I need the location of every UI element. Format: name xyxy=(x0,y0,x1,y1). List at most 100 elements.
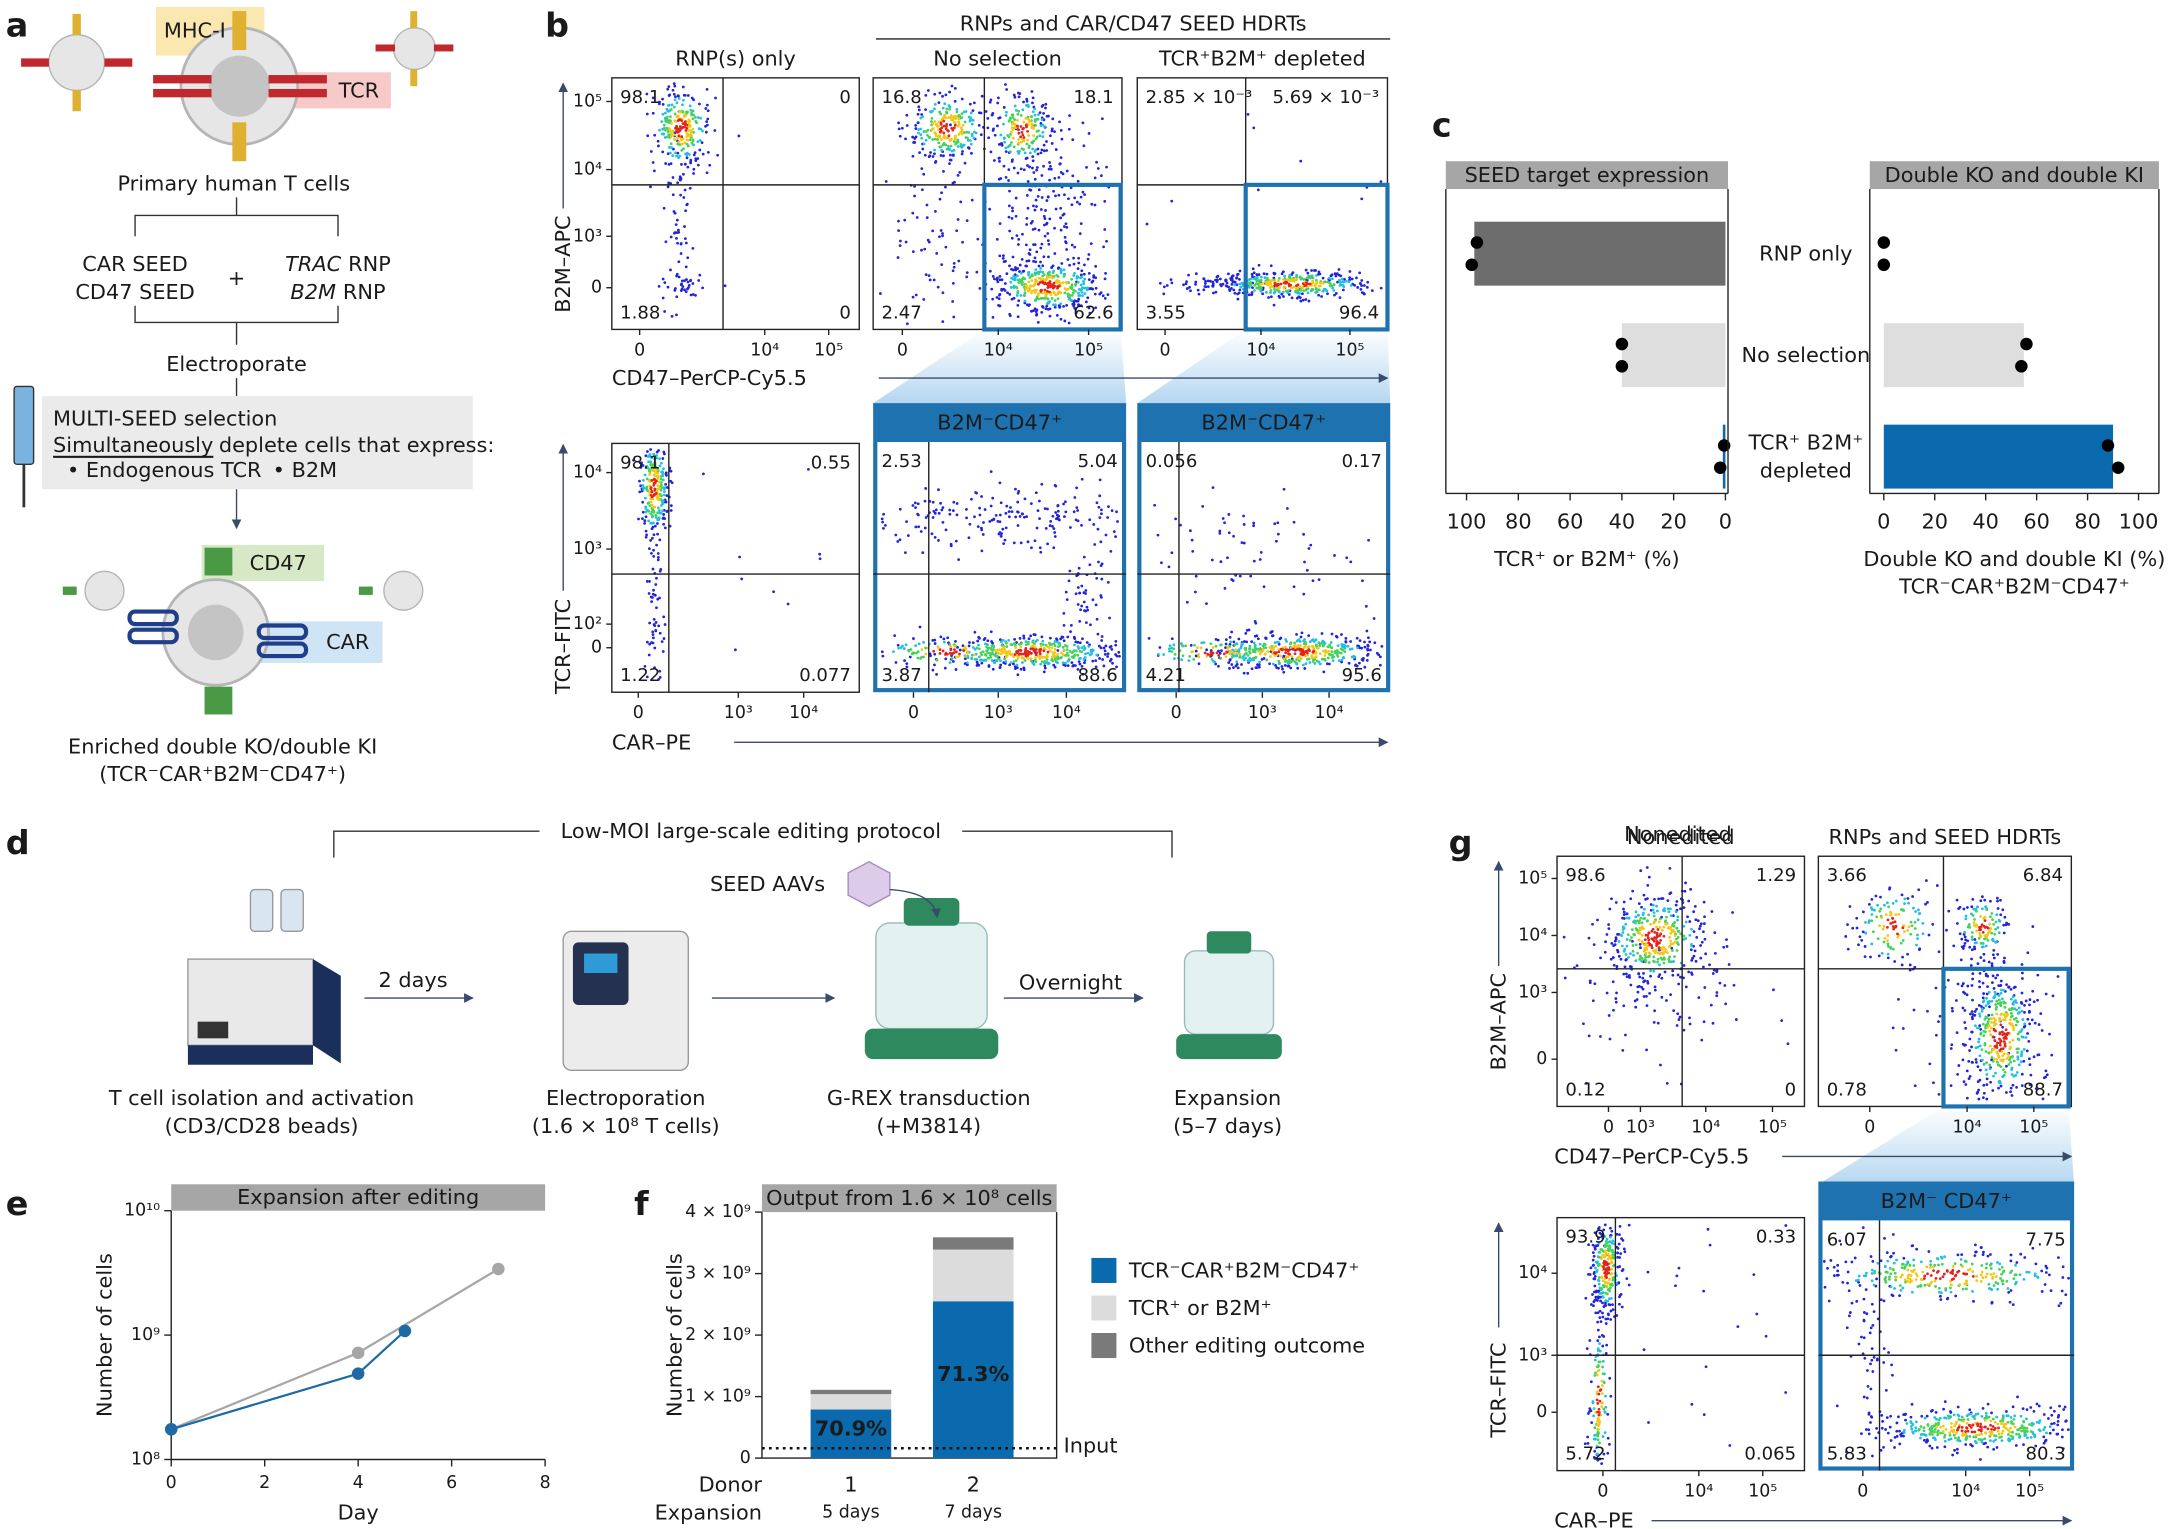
event-dot xyxy=(1031,155,1035,159)
y-tick-label: 10² xyxy=(573,614,602,634)
event-dot xyxy=(1888,887,1891,891)
event-dot xyxy=(1016,656,1020,660)
event-dot xyxy=(1282,295,1285,298)
event-dot xyxy=(1048,290,1051,294)
event-dot xyxy=(953,644,957,648)
event-dot xyxy=(1921,921,1925,925)
event-dot xyxy=(1002,661,1006,665)
event-dot xyxy=(663,281,667,284)
event-dot xyxy=(1648,942,1652,946)
event-dot xyxy=(669,182,673,185)
event-dot xyxy=(2017,1006,2021,1010)
event-dot xyxy=(914,135,918,139)
event-dot xyxy=(1012,655,1016,659)
event-dot xyxy=(1963,1021,1967,1024)
event-dot xyxy=(1643,916,1647,920)
event-dot xyxy=(990,287,994,291)
event-dot xyxy=(1644,956,1647,959)
event-dot xyxy=(1668,866,1672,870)
event-dot xyxy=(645,92,649,96)
event-dot xyxy=(1067,321,1071,325)
event-dot xyxy=(1073,653,1077,657)
event-dot xyxy=(690,111,694,115)
event-dot xyxy=(1042,255,1046,259)
events xyxy=(1562,866,1790,1086)
event-dot xyxy=(1036,320,1040,324)
event-dot xyxy=(1301,292,1304,296)
event-dot xyxy=(1025,303,1029,307)
event-dot xyxy=(975,491,978,495)
event-dot xyxy=(657,144,660,148)
event-dot xyxy=(1663,970,1667,974)
event-dot xyxy=(1102,664,1106,668)
event-dot xyxy=(1973,1010,1977,1013)
event-dot xyxy=(2016,1051,2019,1054)
event-dot xyxy=(1297,659,1301,663)
event-dot xyxy=(1633,919,1636,923)
event-dot xyxy=(1337,659,1341,663)
event-dot xyxy=(1333,293,1336,297)
panel-label: d xyxy=(6,823,30,862)
event-dot xyxy=(1980,1009,1984,1013)
event-dot xyxy=(1963,942,1967,945)
event-dot xyxy=(1025,156,1029,160)
event-dot xyxy=(1676,918,1679,922)
event-dot xyxy=(1638,957,1641,961)
event-dot xyxy=(1903,902,1906,906)
event-dot xyxy=(897,646,900,650)
event-dot xyxy=(926,133,929,137)
event-dot xyxy=(1977,1037,1981,1041)
event-dot xyxy=(1017,95,1021,99)
event-dot xyxy=(1614,997,1618,1000)
event-dot xyxy=(1094,603,1098,607)
event-dot xyxy=(989,470,993,474)
event-dot xyxy=(1639,916,1643,920)
event-dot xyxy=(983,658,987,662)
receptor xyxy=(72,13,81,35)
receptor xyxy=(72,90,81,112)
event-dot xyxy=(952,265,956,269)
event-dot xyxy=(1031,96,1035,100)
event-dot xyxy=(1622,907,1625,911)
event-dot xyxy=(1990,1013,1994,1017)
event-dot xyxy=(1327,652,1331,656)
event-dot xyxy=(937,511,941,515)
event-dot xyxy=(1640,959,1644,963)
event-dot xyxy=(1054,511,1058,514)
event-dot xyxy=(652,493,656,496)
event-dot xyxy=(960,97,964,101)
event-dot xyxy=(1666,907,1670,911)
event-dot xyxy=(1024,640,1028,644)
event-dot xyxy=(1035,135,1039,139)
event-dot xyxy=(1172,657,1176,660)
event-dot xyxy=(1622,900,1626,904)
event-dot xyxy=(1039,124,1043,128)
x-tick-label: 0 xyxy=(897,340,908,360)
event-dot xyxy=(2031,925,2035,928)
event-dot xyxy=(705,87,709,91)
event-dot xyxy=(1587,1034,1591,1038)
event-dot xyxy=(1897,998,1900,1001)
event-dot xyxy=(1270,295,1273,299)
event-dot xyxy=(929,654,932,658)
event-dot xyxy=(1996,896,1999,900)
event-dot xyxy=(1059,271,1063,275)
event-dot xyxy=(2022,1059,2026,1063)
event-dot xyxy=(1971,972,1975,976)
event-dot xyxy=(1066,664,1070,668)
event-dot xyxy=(1897,912,1901,916)
event-dot xyxy=(1013,278,1017,282)
event-dot xyxy=(656,484,660,488)
event-dot xyxy=(699,116,703,120)
event-dot xyxy=(1036,152,1040,156)
event-dot xyxy=(1277,277,1281,280)
event-dot xyxy=(1056,285,1059,288)
event-dot xyxy=(1984,972,1988,976)
event-dot xyxy=(1056,275,1060,278)
event-dot xyxy=(1992,1074,1995,1078)
event-dot xyxy=(1652,969,1656,973)
aav xyxy=(847,861,891,908)
event-dot xyxy=(1692,910,1696,914)
event-dot xyxy=(1878,909,1882,913)
